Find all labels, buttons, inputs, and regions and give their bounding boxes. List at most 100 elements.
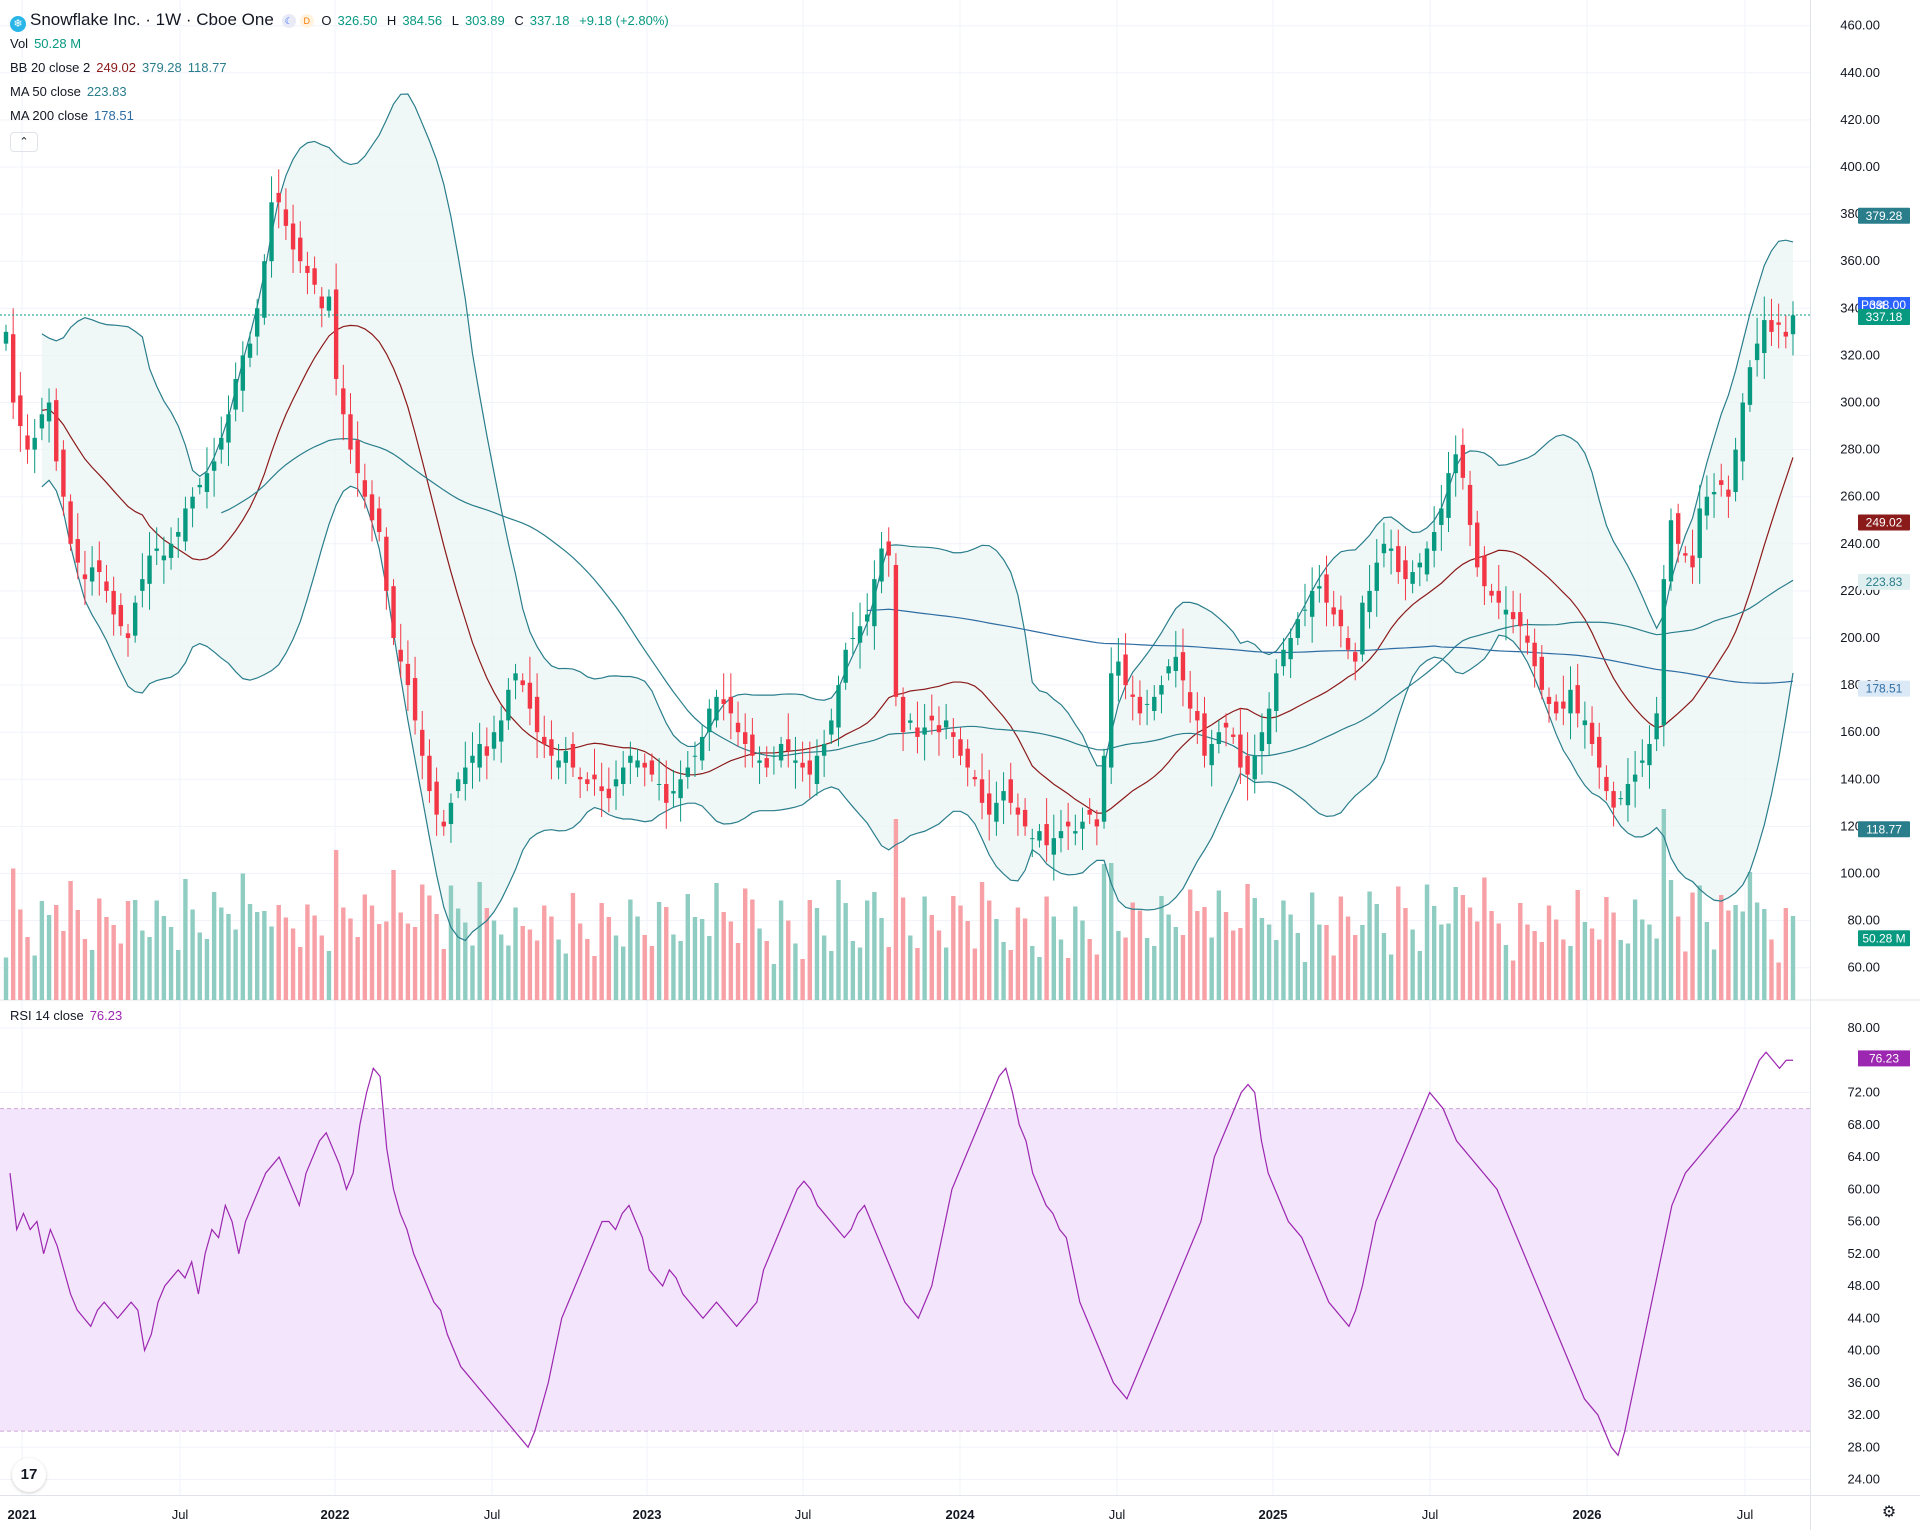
volume-bar — [68, 881, 73, 1000]
candle-body — [484, 746, 490, 756]
volume-bar — [1353, 935, 1358, 1000]
volume-bar — [1726, 910, 1731, 1000]
volume-bar — [1051, 916, 1056, 1000]
volume-bar — [111, 925, 116, 1000]
rsi-legend[interactable]: RSI 14 close 76.23 — [10, 1008, 122, 1023]
volume-bar — [1790, 916, 1796, 1000]
volume-bar — [1216, 890, 1222, 1000]
price-tick-label: 320.00 — [1840, 347, 1880, 362]
price-tick-label: 100.00 — [1840, 866, 1880, 881]
candle-body — [204, 473, 210, 492]
volume-bar — [104, 917, 109, 1000]
volume-bar — [1331, 955, 1336, 1000]
collapse-legend-button[interactable]: ⌃ — [10, 132, 38, 152]
legend-ma50[interactable]: MA 50 close 223.83 — [10, 80, 675, 104]
price-tick-label: 60.00 — [1847, 960, 1880, 975]
candle-body — [118, 605, 124, 627]
symbol-title[interactable]: Snowflake Inc. · 1W · Cboe One — [30, 10, 274, 29]
volume-bar — [778, 900, 784, 1000]
candle-body — [1173, 656, 1179, 671]
volume-bar — [154, 900, 159, 1000]
tradingview-logo-icon[interactable]: 17 — [12, 1458, 46, 1492]
ma200-value: 178.51 — [94, 108, 134, 123]
candle-body — [570, 743, 576, 768]
legend-vol[interactable]: Vol 50.28 M — [10, 32, 675, 56]
candle-body — [1769, 320, 1774, 332]
bb-upper-tag: 379.28 — [1866, 209, 1903, 223]
volume-bar — [283, 917, 289, 1000]
candle-body — [613, 779, 619, 787]
volume-bar — [312, 915, 317, 1000]
volume-bar — [118, 943, 124, 1000]
candle-body — [1030, 838, 1035, 840]
ma50-tag-bg — [1858, 573, 1910, 590]
volume-bar — [1367, 891, 1372, 1000]
rsi-tick-label: 52.00 — [1847, 1246, 1880, 1261]
volume-bar — [757, 928, 762, 1000]
candle-body — [211, 461, 217, 471]
volume-bar — [341, 907, 346, 1000]
volume-bar — [1187, 889, 1193, 1000]
candle-body — [1065, 821, 1071, 827]
candle-body — [1008, 779, 1013, 803]
volume-bar — [463, 922, 468, 1000]
candle-body — [1661, 579, 1667, 726]
volume-bar — [1159, 896, 1164, 1000]
volume-bar — [1417, 951, 1423, 1000]
volume-bar — [384, 921, 389, 1000]
volume-bar — [326, 951, 332, 1000]
candle-body — [1274, 673, 1279, 712]
candle-body — [972, 776, 978, 780]
volume-bar — [585, 939, 590, 1000]
candle-body — [1424, 548, 1430, 575]
volume-bar — [1030, 946, 1035, 1000]
candle-body — [1403, 560, 1408, 580]
legend-bb[interactable]: BB 20 close 2 249.02 379.28 118.77 — [10, 56, 675, 80]
volume-bar — [678, 941, 683, 1000]
candle-body — [82, 574, 88, 580]
rsi-tick-label: 64.00 — [1847, 1149, 1880, 1164]
rsi-tick-label: 28.00 — [1847, 1439, 1880, 1454]
time-tick-label: 2024 — [946, 1507, 976, 1522]
volume-bar — [211, 892, 217, 1000]
settings-gear-icon[interactable]: ⚙ — [1881, 1504, 1897, 1521]
volume-bar — [1475, 921, 1480, 1000]
rsi-tick-label: 40.00 — [1847, 1343, 1880, 1358]
volume-bar — [305, 904, 310, 1000]
candle-body — [1489, 590, 1494, 596]
candle-body — [979, 779, 985, 803]
price-tick-label: 280.00 — [1840, 442, 1880, 457]
candle-body — [735, 722, 741, 733]
candle-body — [247, 343, 253, 358]
candle-body — [699, 736, 705, 761]
rsi-tick-label: 80.00 — [1847, 1020, 1880, 1035]
legend-ma200[interactable]: MA 200 close 178.51 — [10, 104, 675, 128]
volume-bar — [1654, 938, 1659, 1000]
candle-body — [1776, 322, 1781, 325]
price-tick-label: 420.00 — [1840, 112, 1880, 127]
volume-bar — [671, 934, 676, 1000]
candle-body — [1675, 513, 1681, 544]
volume-bar — [965, 921, 970, 1000]
candle-body — [1496, 590, 1501, 603]
volume-bar — [1460, 895, 1466, 1000]
candle-body — [455, 779, 461, 792]
candle-body — [1475, 522, 1480, 568]
volume-bar — [951, 896, 956, 1000]
volume-bar — [721, 912, 726, 1000]
candle-body — [1553, 701, 1559, 714]
price-tick-label: 360.00 — [1840, 253, 1880, 268]
volume-bar — [1374, 904, 1379, 1000]
price-tick-label: 440.00 — [1840, 65, 1880, 80]
rsi-tick-label: 68.00 — [1847, 1117, 1880, 1132]
volume-bar — [793, 943, 798, 1000]
legend: ❄ Snowflake Inc. · 1W · Cboe One ☾ D O 326.5… — [10, 8, 675, 152]
bb-label: BB 20 close 2 — [10, 60, 91, 75]
candle-body — [405, 663, 411, 686]
candle-body — [1683, 553, 1688, 556]
candle-body — [1604, 776, 1609, 792]
candle-body — [1754, 343, 1760, 361]
volume-bar — [664, 907, 669, 1000]
candle-body — [1697, 508, 1702, 558]
